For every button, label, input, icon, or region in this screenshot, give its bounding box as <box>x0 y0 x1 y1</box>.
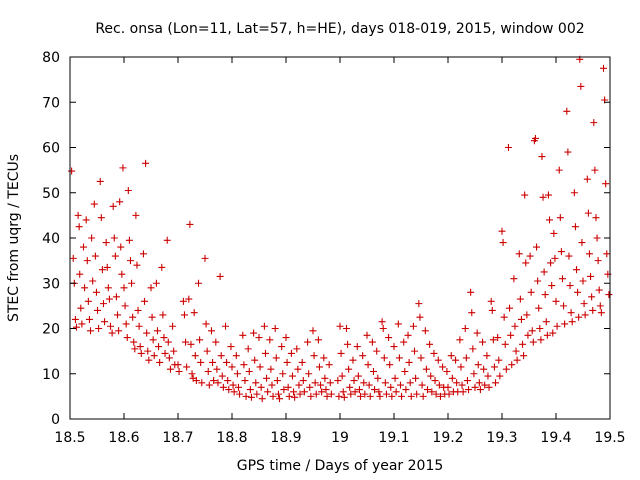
stec-scatter-chart: Rec. onsa (Lon=11, Lat=57, h=HE), days 0… <box>0 0 640 480</box>
x-tick-label: 19.2 <box>432 430 463 446</box>
y-tick-label: 20 <box>42 322 60 338</box>
x-tick-label: 19.5 <box>594 430 625 446</box>
x-axis-label: GPS time / Days of year 2015 <box>237 458 444 474</box>
y-tick-label: 80 <box>42 50 60 66</box>
x-tick-label: 19.1 <box>378 430 409 446</box>
y-tick-label: 60 <box>42 141 60 157</box>
y-tick-label: 50 <box>42 186 60 202</box>
x-tick-label: 18.6 <box>108 430 139 446</box>
y-tick-label: 70 <box>42 95 60 111</box>
x-tick-label: 18.7 <box>162 430 193 446</box>
x-tick-label: 19.4 <box>540 430 571 446</box>
x-tick-label: 19.3 <box>486 430 517 446</box>
y-tick-label: 30 <box>42 276 60 292</box>
y-axis-label: STEC from uqrg / TECUs <box>6 154 22 322</box>
x-tick-label: 18.9 <box>270 430 301 446</box>
x-tick-label: 18.5 <box>54 430 85 446</box>
chart-title: Rec. onsa (Lon=11, Lat=57, h=HE), days 0… <box>95 21 584 37</box>
x-tick-label: 18.8 <box>216 430 247 446</box>
y-tick-label: 10 <box>42 367 60 383</box>
y-tick-label: 40 <box>42 231 60 247</box>
x-tick-label: 19 <box>331 430 349 446</box>
y-tick-label: 0 <box>51 412 60 428</box>
chart-background <box>0 0 640 480</box>
